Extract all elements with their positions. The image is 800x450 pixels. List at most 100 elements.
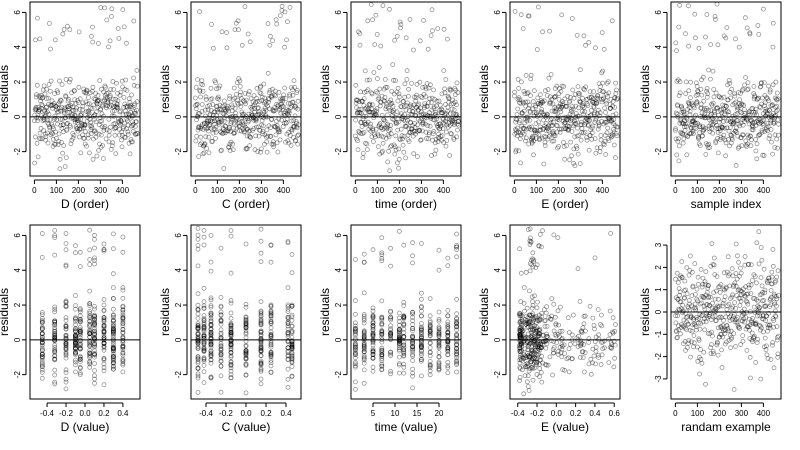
data-point: [430, 113, 436, 119]
data-point: [587, 132, 593, 138]
data-point: [570, 104, 575, 109]
data-point: [405, 117, 410, 123]
data-point: [405, 137, 411, 143]
data-point: [584, 137, 590, 143]
data-point: [384, 84, 390, 90]
y-axis-title: residuals: [318, 288, 332, 336]
data-point: [410, 123, 416, 129]
data-point: [358, 120, 364, 125]
data-point: [217, 83, 223, 89]
data-point: [420, 85, 426, 90]
data-point: [425, 113, 431, 118]
data-point: [524, 118, 530, 124]
data-point: [760, 95, 765, 101]
data-point: [289, 85, 294, 90]
data-point: [588, 371, 594, 377]
data-point: [115, 26, 121, 32]
data-point: [556, 91, 562, 97]
data-point: [107, 104, 112, 110]
data-point: [50, 124, 56, 129]
data-point: [770, 340, 775, 346]
data-point: [264, 139, 270, 145]
data-point: [563, 126, 568, 132]
data-point: [45, 109, 50, 115]
x-tick-label: 400: [277, 186, 291, 195]
data-point: [518, 101, 524, 106]
data-point: [261, 108, 267, 113]
data-point: [541, 125, 547, 131]
data-point: [281, 110, 287, 116]
data-point: [419, 95, 425, 101]
data-point: [383, 135, 389, 141]
data-point: [731, 386, 737, 392]
data-point: [430, 137, 436, 143]
data-point: [37, 95, 43, 100]
data-point: [387, 127, 393, 132]
data-point: [592, 255, 598, 261]
data-point: [365, 106, 371, 112]
data-point: [414, 92, 420, 98]
data-point: [72, 119, 78, 125]
data-point: [684, 152, 690, 158]
data-point: [94, 153, 100, 159]
data-point: [132, 131, 138, 137]
data-point: [58, 117, 63, 122]
data-point: [404, 77, 410, 82]
data-point: [388, 97, 394, 103]
data-point: [224, 45, 230, 51]
data-point: [198, 81, 204, 87]
data-point: [387, 168, 393, 174]
data-point: [448, 118, 454, 123]
data-point: [87, 123, 93, 129]
data-point: [445, 263, 451, 269]
data-point: [253, 124, 259, 130]
data-point: [292, 104, 298, 109]
data-point: [522, 120, 528, 126]
data-point: [63, 379, 69, 385]
data-point: [571, 95, 577, 101]
data-point: [232, 95, 238, 101]
data-point: [251, 117, 257, 123]
data-point: [236, 123, 242, 129]
data-point: [599, 30, 605, 35]
data-point: [70, 104, 76, 110]
data-point: [77, 126, 83, 132]
data-point: [403, 155, 409, 161]
data-point: [291, 118, 297, 124]
data-point: [728, 345, 733, 351]
data-point: [768, 287, 774, 293]
data-point: [286, 140, 292, 146]
data-point: [589, 130, 595, 136]
data-point: [130, 139, 135, 145]
data-point: [555, 115, 561, 121]
data-point: [118, 89, 124, 95]
data-point: [97, 115, 103, 121]
data-point: [367, 124, 373, 130]
data-point: [278, 98, 284, 104]
data-point: [396, 322, 402, 328]
y-tick-label: 0: [493, 114, 502, 119]
data-point: [256, 127, 262, 133]
data-point: [521, 88, 527, 94]
data-point: [591, 89, 596, 94]
data-point: [769, 139, 774, 145]
data-point: [442, 113, 448, 118]
data-point: [265, 21, 271, 27]
data-point: [76, 100, 81, 105]
data-point: [517, 97, 523, 103]
data-point: [39, 375, 45, 381]
data-point: [64, 104, 70, 110]
data-point: [109, 113, 115, 119]
data-point: [587, 133, 592, 139]
y-tick-label: 2: [654, 79, 663, 84]
data-point: [48, 46, 53, 52]
data-point: [245, 91, 251, 97]
data-point: [69, 115, 74, 121]
x-tick-label: 0: [32, 186, 37, 195]
data-point: [267, 33, 273, 39]
data-point: [221, 126, 227, 132]
data-point: [94, 98, 100, 104]
data-point: [239, 118, 245, 124]
x-tick-label: 0.4: [117, 409, 129, 418]
data-point: [524, 91, 530, 97]
